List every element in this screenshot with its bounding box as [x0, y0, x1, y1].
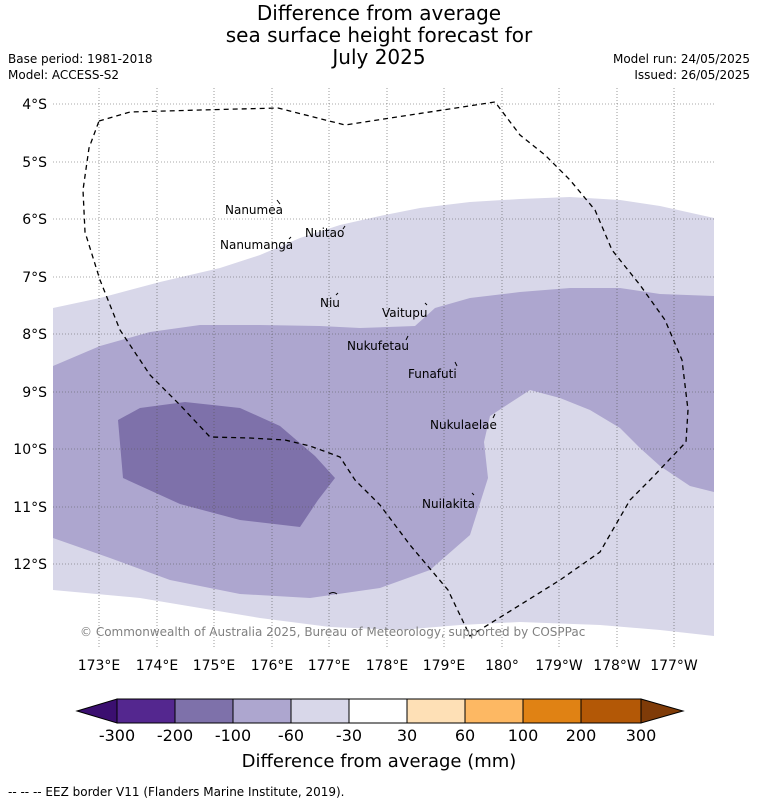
- colorbar-segment: [348, 698, 408, 724]
- lon-label: 179°W: [535, 658, 583, 674]
- latitude-labels: 4°S 5°S 6°S 7°S 8°S 9°S 10°S 11°S 12°S: [13, 97, 47, 573]
- title-line-3: July 2025: [332, 45, 426, 69]
- lon-label: 176°E: [251, 658, 294, 674]
- anomaly-band-minus-100-to-minus-200: [118, 402, 335, 527]
- colorbar-tick: -300: [99, 726, 135, 745]
- lon-label: 178°W: [593, 658, 641, 674]
- place-label-niu: Niu: [320, 296, 340, 310]
- lat-label: 8°S: [22, 327, 47, 343]
- sea-height-map: 4°S 5°S 6°S 7°S 8°S 9°S 10°S 11°S 12°S 1…: [13, 88, 714, 772]
- place-label-nuilakita: Nuilakita: [422, 497, 475, 511]
- lat-label: 7°S: [22, 270, 47, 286]
- colorbar-segment: [464, 698, 524, 724]
- colorbar-segment: [406, 698, 466, 724]
- island-labels: Nanumea Nuitao Nanumanga Niu Vaitupu Nuk…: [220, 203, 497, 511]
- colorbar-segment: [174, 698, 234, 724]
- colorbar-tick: 60: [455, 726, 475, 745]
- longitude-labels: 173°E 174°E 175°E 176°E 177°E 178°E 179°…: [78, 658, 698, 674]
- colorbar-segment: [232, 698, 292, 724]
- lat-label: 11°S: [13, 500, 47, 516]
- colorbar-tick: 200: [566, 726, 597, 745]
- colorbar-segment: [580, 698, 642, 724]
- copyright-notice: © Commonwealth of Australia 2025, Bureau…: [80, 625, 585, 639]
- place-label-nanumea: Nanumea: [225, 203, 283, 217]
- title-line-2: sea surface height forecast for: [225, 23, 533, 47]
- place-label-nanumanga: Nanumanga: [220, 238, 293, 252]
- eez-footnote: -- -- -- EEZ border V11 (Flanders Marine…: [8, 785, 345, 799]
- graticule: [53, 88, 714, 648]
- lon-label: 178°E: [366, 658, 409, 674]
- colorbar-title: Difference from average (mm): [242, 751, 517, 772]
- colorbar-tick: 300: [626, 726, 657, 745]
- lat-label: 4°S: [22, 97, 47, 113]
- place-label-nukufetau: Nukufetau: [347, 339, 409, 353]
- lon-label: 179°E: [423, 658, 466, 674]
- eez-border: [82, 101, 689, 637]
- colorbar-tick: -30: [336, 726, 362, 745]
- issued-date: Issued: 26/05/2025: [634, 68, 750, 82]
- colorbar-tick: -100: [215, 726, 251, 745]
- lat-label: 9°S: [22, 385, 47, 401]
- place-label-nukulaelae: Nukulaelae: [430, 418, 497, 432]
- place-label-nuitao: Nuitao: [305, 226, 344, 240]
- colorbar-tick: 100: [508, 726, 539, 745]
- colorbar-segment: [290, 698, 350, 724]
- colorbar-segment: [116, 698, 176, 724]
- colorbar-segment: [522, 698, 582, 724]
- lon-label: 177°W: [650, 658, 698, 674]
- place-label-funafuti: Funafuti: [408, 367, 457, 381]
- lon-label: 174°E: [136, 658, 179, 674]
- colorbar-tick: 30: [397, 726, 417, 745]
- colorbar-high-extend: [640, 698, 685, 724]
- lat-label: 12°S: [13, 557, 47, 573]
- colorbar: [75, 698, 685, 724]
- title-line-1: Difference from average: [256, 1, 502, 25]
- lat-label: 5°S: [22, 155, 47, 171]
- colorbar-ticks: -300 -200 -100 -60 -30 30 60 100 200 300: [99, 726, 656, 745]
- lon-label: 177°E: [308, 658, 351, 674]
- anomaly-band-minus-60-to-minus-100: [53, 288, 714, 598]
- base-period: Base period: 1981-2018: [8, 52, 153, 66]
- lon-label: 175°E: [193, 658, 236, 674]
- colorbar-tick: -60: [278, 726, 304, 745]
- lat-label: 6°S: [22, 212, 47, 228]
- colorbar-low-extend: [75, 698, 118, 724]
- lon-label: 173°E: [78, 658, 121, 674]
- island-outlines: [276, 199, 496, 595]
- model-run: Model run: 24/05/2025: [612, 52, 750, 66]
- lat-label: 10°S: [13, 442, 47, 458]
- colorbar-tick: -200: [157, 726, 193, 745]
- place-label-vaitupu: Vaitupu: [382, 306, 428, 320]
- lon-label: 180°: [485, 658, 519, 674]
- model-name: Model: ACCESS-S2: [8, 68, 120, 82]
